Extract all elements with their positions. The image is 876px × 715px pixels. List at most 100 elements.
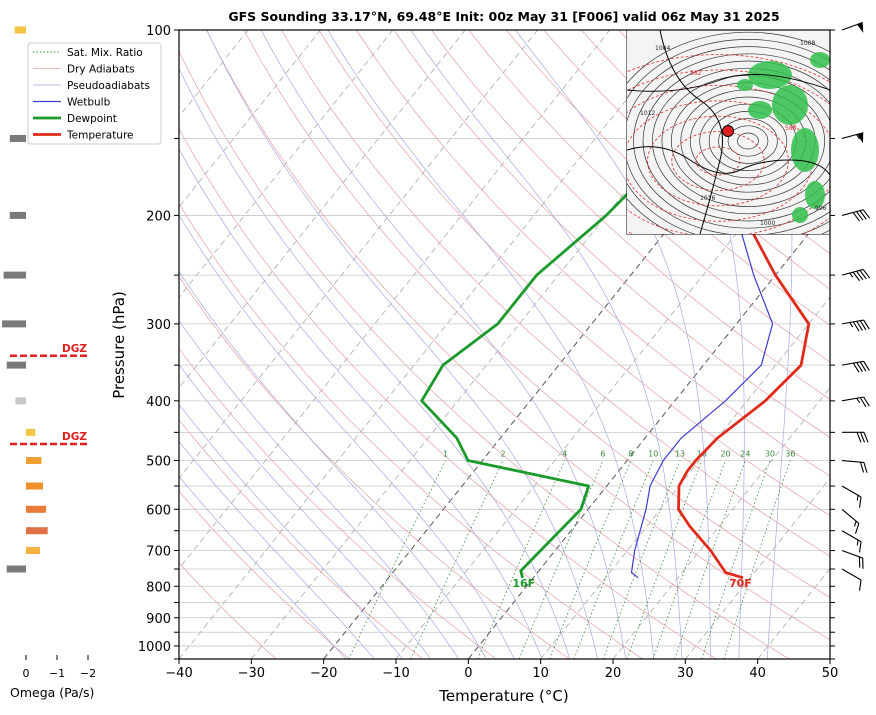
wind-barb-staff — [841, 459, 864, 463]
mixing-ratio-label: 13 — [675, 450, 685, 459]
mixing-ratio-line — [410, 460, 504, 659]
wind-barb-flag — [858, 496, 862, 508]
isotherm-line — [0, 30, 31, 659]
mixing-ratio-line — [348, 460, 446, 659]
y-tick-label: 700 — [146, 545, 171, 560]
wind-barb — [841, 550, 864, 569]
mixing-ratio-line — [602, 460, 681, 659]
map-precip-area — [737, 79, 753, 91]
isotherm-line — [685, 477, 830, 659]
wind-barb-staff — [841, 360, 864, 366]
map-pressure-contour — [718, 118, 778, 164]
legend-label: Wetbulb — [67, 97, 111, 109]
omega-tick-label: −2 — [80, 667, 96, 680]
axes: −40 −30 −20 −10 0 10 20 30 40 50 100 200 300 400 500 60… — [138, 24, 838, 681]
map-height-contour — [647, 115, 789, 207]
omega-bar — [26, 428, 36, 436]
map-height-contour — [671, 131, 765, 191]
isotherm-line — [829, 658, 830, 659]
map-pressure-contour — [652, 67, 830, 215]
wind-barb — [841, 319, 870, 332]
y-tick-label: 300 — [146, 318, 171, 333]
omega-bar — [9, 134, 27, 142]
map-contour-label: 582 — [690, 70, 702, 77]
x-tick-label: 20 — [605, 666, 622, 681]
dry-adiabat — [505, 30, 830, 326]
wind-barb-flag — [859, 432, 866, 443]
dry-adiabat — [281, 30, 830, 557]
wind-barb-staff — [841, 396, 864, 402]
wind-barb-flag — [863, 361, 870, 371]
map-pressure-contour — [642, 60, 830, 222]
x-tick-label: 50 — [822, 666, 839, 681]
x-tick-label: −10 — [382, 666, 409, 681]
mixing-ratio-line — [723, 460, 791, 659]
y-tick-label: 200 — [146, 209, 171, 224]
wind-barb-flag — [862, 269, 871, 279]
map-precip-area — [772, 85, 808, 125]
wind-barb-half — [849, 272, 854, 278]
x-axis-label: Temperature (°C) — [438, 687, 568, 705]
map-contour-label: 1000 — [760, 220, 775, 227]
legend-label: Dewpoint — [67, 113, 117, 125]
surface-temperature-label: 70F — [729, 577, 752, 590]
dry-adiabat — [179, 347, 497, 659]
inset-map-contours: 1004 1008 1012 1016 1000 996 582 588 — [627, 30, 830, 234]
pseudoadiabat — [179, 214, 515, 659]
dry-adiabat — [179, 50, 790, 659]
map-contour-label: 1008 — [800, 40, 815, 47]
pseudoadiabat — [179, 320, 459, 659]
mixing-ratio-label: 4 — [562, 450, 567, 459]
dry-adiabat — [356, 30, 830, 477]
wind-barb — [842, 431, 869, 443]
wind-barb-flag — [858, 579, 862, 591]
x-tick-label: 40 — [749, 666, 766, 681]
mixing-ratio-label: 1 — [443, 450, 448, 459]
wind-barb-flag — [856, 211, 864, 221]
wind-barb-flag — [862, 558, 864, 569]
isotherm-line — [179, 30, 611, 570]
wind-barb-flag — [862, 209, 871, 219]
wind-barb-staff — [841, 530, 862, 543]
wind-barb-staff — [841, 209, 864, 216]
wind-barb-staff — [841, 568, 862, 581]
wind-barb — [841, 132, 864, 144]
dry-adiabat — [543, 30, 830, 290]
map-contour-label: 996 — [815, 205, 827, 212]
map-pressure-contour — [708, 111, 788, 171]
wind-barb — [841, 568, 862, 591]
omega-bar — [14, 26, 26, 34]
wind-barb-flag — [858, 541, 862, 553]
legend-label: Pseudoadiabats — [67, 80, 150, 92]
map-border — [627, 146, 830, 176]
mixing-ratio-line — [573, 460, 654, 659]
omega-tick-label: −1 — [49, 667, 65, 680]
mixing-ratio-line — [477, 460, 566, 659]
map-precip-area — [805, 181, 825, 209]
wind-barb-staff — [841, 132, 864, 139]
map-contour-label: 588 — [785, 125, 797, 132]
dry-adiabat — [179, 275, 570, 659]
wind-barb-half — [856, 539, 859, 546]
mixing-ratio-line — [652, 460, 726, 659]
omega-bar — [6, 565, 26, 573]
pseudoadiabat — [515, 30, 711, 659]
wind-barb-flag — [859, 397, 867, 408]
map-pressure-contour — [737, 132, 759, 150]
wind-barb-half — [849, 322, 854, 328]
pseudoadiabat — [206, 30, 599, 659]
dry-adiabat — [318, 30, 830, 517]
mixing-ratio-label: 36 — [785, 450, 795, 459]
wind-barb-staff — [841, 268, 864, 276]
mixing-ratio-label: 30 — [765, 450, 775, 459]
y-tick-label: 900 — [146, 612, 171, 627]
wind-barb-flag — [856, 270, 864, 281]
wind-barb-half — [856, 397, 861, 404]
surface-labels: 16F 70F — [512, 577, 751, 590]
series-temperature — [677, 30, 814, 580]
omega-bar — [3, 271, 26, 279]
wind-barb-half — [856, 495, 859, 501]
wind-barb-flag — [859, 461, 865, 473]
mixing-ratio-label: 8 — [628, 450, 633, 459]
dry-adiabat — [431, 30, 830, 400]
